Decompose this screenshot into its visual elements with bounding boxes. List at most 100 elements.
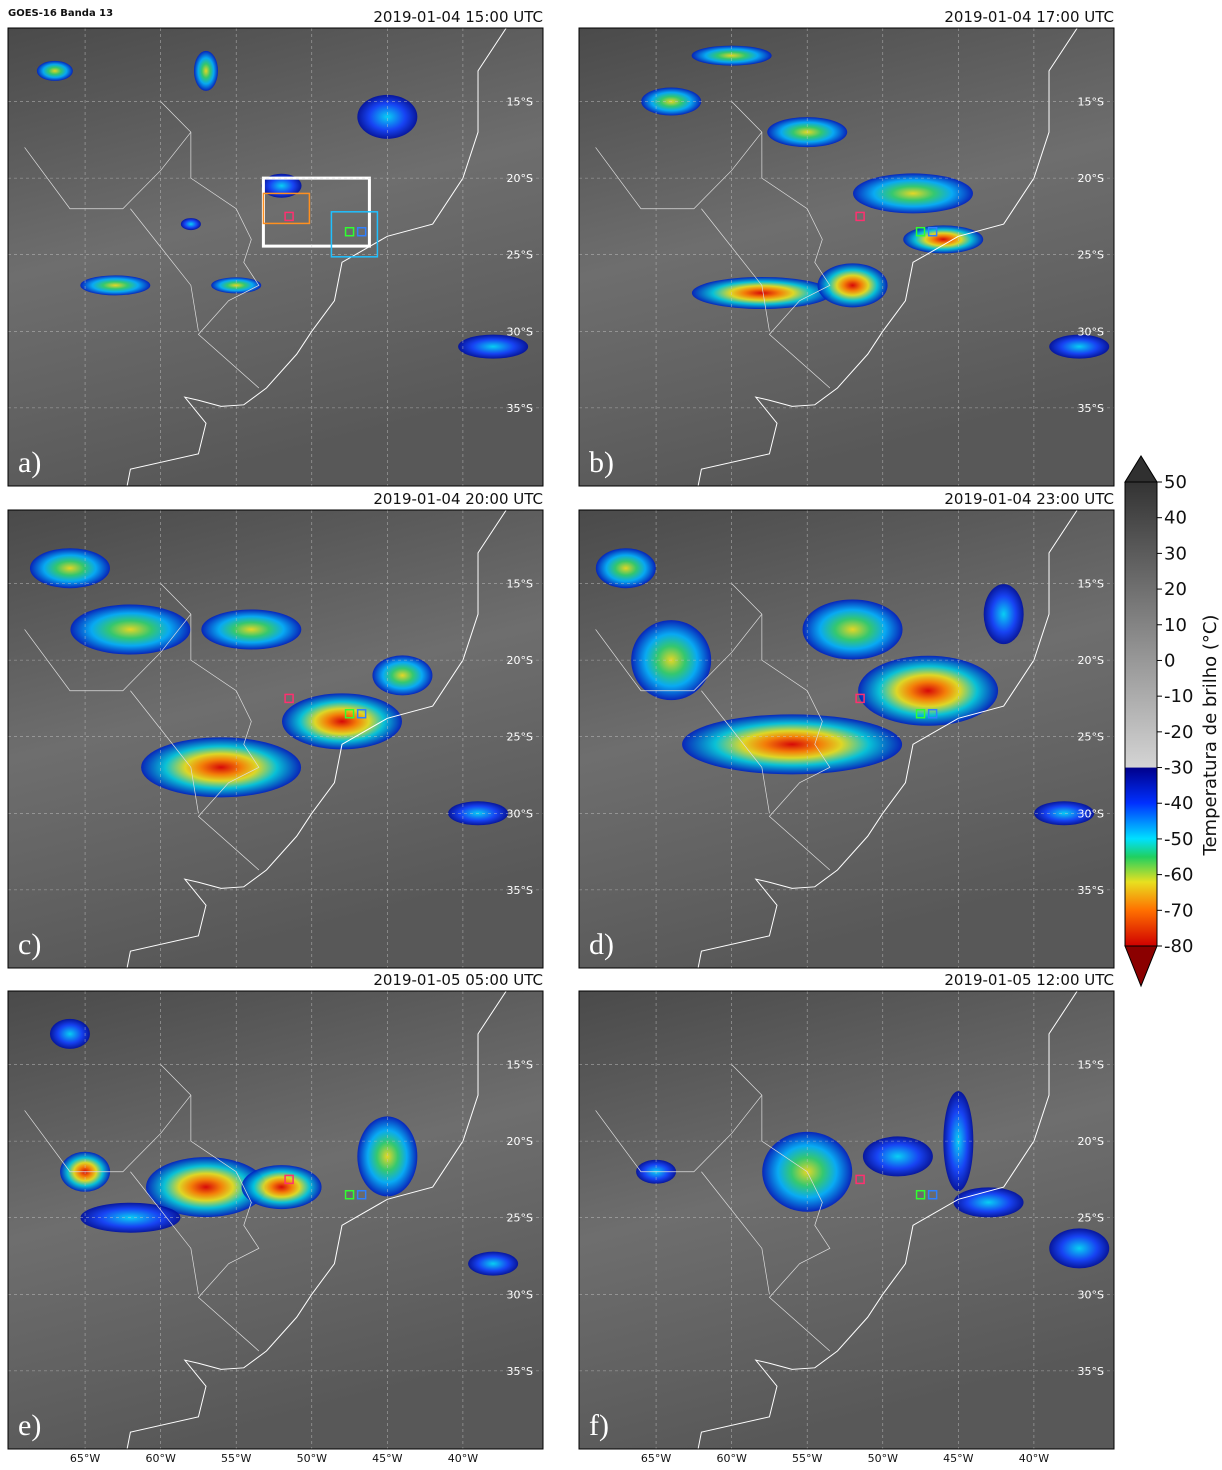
cloud-top <box>692 277 832 309</box>
cloud-top <box>1049 1228 1109 1268</box>
cloud-top <box>853 173 973 213</box>
map-panel: 15°S 20°S 25°S 30°S 35°S 2019-01-04 23:00 UTC… <box>579 461 1114 974</box>
lat-label: 30°S <box>507 807 533 820</box>
cloud-top <box>596 548 656 588</box>
lon-label: 45°W <box>372 1452 402 1465</box>
lat-label: 35°S <box>1078 402 1104 415</box>
colorbar-tick-label: 10 <box>1164 615 1187 636</box>
lat-label: 20°S <box>1078 1135 1104 1148</box>
cloud-top <box>80 275 150 295</box>
panel-time: 2019-01-04 20:00 UTC <box>373 490 543 508</box>
lat-label: 20°S <box>1078 654 1104 667</box>
panel-time: 2019-01-05 05:00 UTC <box>373 971 543 989</box>
colorbar-tick-label: -20 <box>1164 722 1193 743</box>
lat-label: 15°S <box>507 96 533 109</box>
map-panel: 15°S 20°S 25°S 30°S 35°S 2019-01-04 20:00 UTC… <box>8 461 543 974</box>
lat-label: 30°S <box>507 325 533 338</box>
cloud-top <box>194 51 218 91</box>
cloud-top <box>211 277 261 293</box>
panel-label: a) <box>18 446 41 479</box>
cloud-top <box>682 714 902 774</box>
lat-label: 20°S <box>1078 172 1104 185</box>
lat-label: 30°S <box>1078 1288 1104 1301</box>
cloud-top <box>863 1136 933 1176</box>
lat-label: 25°S <box>1078 731 1104 744</box>
lat-label: 15°S <box>1078 1059 1104 1072</box>
lon-label: 65°W <box>641 1452 671 1465</box>
cloud-top <box>181 218 201 230</box>
lat-label: 35°S <box>507 884 533 897</box>
lat-label: 35°S <box>1078 884 1104 897</box>
cloud-top <box>984 584 1024 644</box>
cloud-top <box>954 1187 1024 1217</box>
colorbar-tick-label: 30 <box>1164 543 1187 564</box>
colorbar-tick-label: -10 <box>1164 686 1193 707</box>
colorbar-tick-label: -60 <box>1164 865 1193 886</box>
map-panel: 15°S 20°S 25°S 30°S 35°S 2019-01-04 17:00 UTC… <box>579 0 1114 492</box>
lat-label: 15°S <box>1078 578 1104 591</box>
lat-label: 25°S <box>507 731 533 744</box>
colorbar-tick-label: -30 <box>1164 758 1193 779</box>
cloud-top <box>141 737 301 797</box>
cloud-top <box>201 609 301 649</box>
cloud-top <box>903 225 983 253</box>
lat-label: 20°S <box>507 1135 533 1148</box>
lat-label: 25°S <box>507 1212 533 1225</box>
lon-label: 65°W <box>70 1452 100 1465</box>
panel-time: 2019-01-04 17:00 UTC <box>944 8 1114 26</box>
figure: GOES-16 Banda 13 Temperatura de brilho (… <box>0 0 1222 1466</box>
panel-label: b) <box>589 446 614 479</box>
colorbar-tick-label: -40 <box>1164 793 1193 814</box>
lat-label: 15°S <box>1078 96 1104 109</box>
lon-label: 55°W <box>792 1452 822 1465</box>
cloud-top <box>30 548 110 588</box>
lat-label: 20°S <box>507 654 533 667</box>
lon-label: 55°W <box>221 1452 251 1465</box>
colorbar-tick-label: 40 <box>1164 508 1187 529</box>
lat-label: 25°S <box>1078 249 1104 262</box>
cloud-top <box>37 61 73 81</box>
lon-label: 50°W <box>297 1452 327 1465</box>
panel-label: f) <box>589 1409 609 1442</box>
cloud-top <box>818 263 888 307</box>
figure-title: GOES-16 Banda 13 <box>8 8 113 19</box>
cloud-top <box>468 1252 518 1276</box>
colorbar-tick-label: 50 <box>1164 472 1187 493</box>
colorbar-label: Temperatura de brilho (°C) <box>1200 615 1221 857</box>
lat-label: 35°S <box>1078 1365 1104 1378</box>
colorbar-tick-label: 20 <box>1164 579 1187 600</box>
cloud-top <box>282 693 402 749</box>
colorbar-tick-label: 0 <box>1164 650 1175 671</box>
lat-label: 15°S <box>507 578 533 591</box>
lat-label: 35°S <box>507 402 533 415</box>
lon-label: 45°W <box>943 1452 973 1465</box>
lon-label: 40°W <box>1019 1452 1049 1465</box>
panel-label: d) <box>589 928 614 961</box>
colorbar-tick-label: -70 <box>1164 900 1193 921</box>
lon-label: 40°W <box>448 1452 478 1465</box>
lat-label: 15°S <box>507 1059 533 1072</box>
panel-time: 2019-01-04 15:00 UTC <box>373 8 543 26</box>
panel-time: 2019-01-05 12:00 UTC <box>944 971 1114 989</box>
colorbar-scale <box>1125 482 1157 946</box>
lat-label: 25°S <box>507 249 533 262</box>
lon-label: 60°W <box>716 1452 746 1465</box>
colorbar-extend-bottom <box>1125 946 1157 986</box>
colorbar-extend-top <box>1125 456 1157 482</box>
lat-label: 30°S <box>1078 807 1104 820</box>
lon-label: 60°W <box>145 1452 175 1465</box>
colorbar-tick-label: -50 <box>1164 829 1193 850</box>
cloud-top <box>70 604 190 654</box>
map-panel: 15°S 20°S 25°S 30°S 35°S 2019-01-04 15:00 UTC… <box>8 0 543 492</box>
lat-label: 35°S <box>507 1365 533 1378</box>
lat-label: 30°S <box>1078 325 1104 338</box>
cloud-top <box>372 655 432 695</box>
panel-label: e) <box>18 1409 41 1442</box>
panel-time: 2019-01-04 23:00 UTC <box>944 490 1114 508</box>
colorbar: Temperatura de brilho (°C) 50 40 30 20 10 0 -1… <box>1125 456 1221 986</box>
cloud-top <box>803 599 903 659</box>
lat-label: 20°S <box>507 172 533 185</box>
map-panel: 15°S20°S25°S30°S35°S65°W60°W55°W50°W45°W… <box>579 942 1114 1465</box>
lon-label: 50°W <box>868 1452 898 1465</box>
